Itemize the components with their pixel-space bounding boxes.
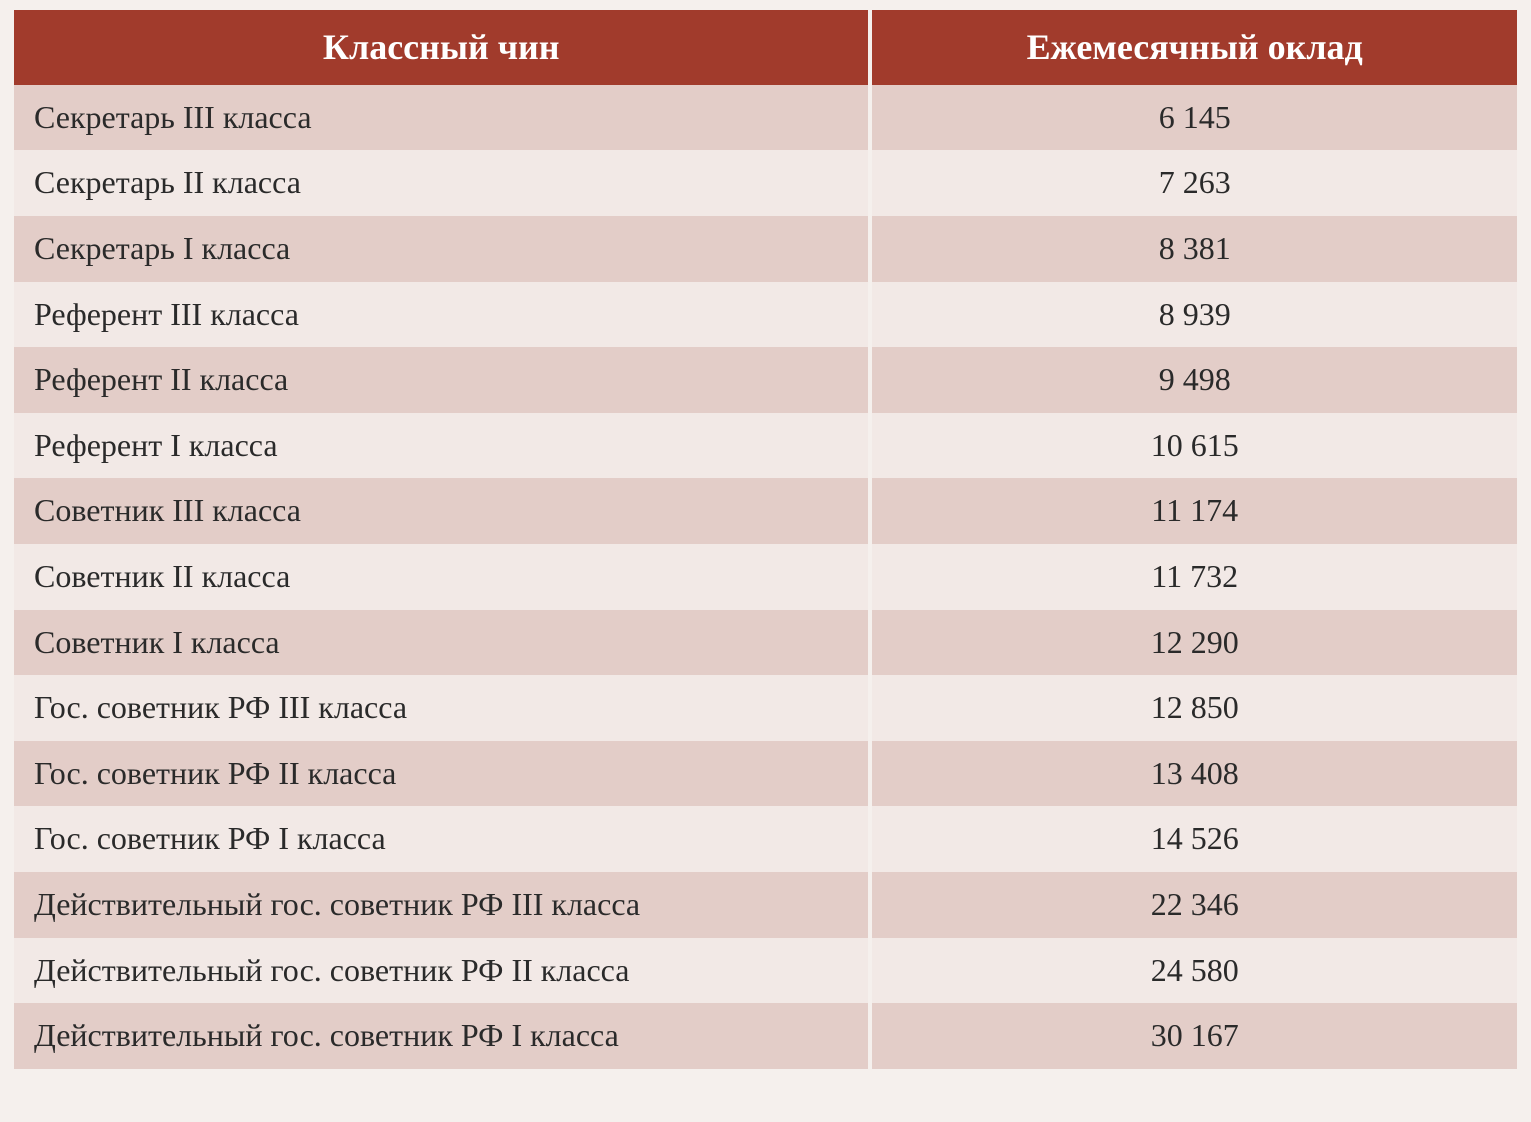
cell-rank: Советник I класса [14, 610, 868, 676]
cell-rank: Секретарь II класса [14, 150, 868, 216]
cell-salary: 30 167 [872, 1003, 1517, 1069]
cell-rank: Советник III класса [14, 478, 868, 544]
cell-salary: 11 732 [872, 544, 1517, 610]
cell-salary: 12 850 [872, 675, 1517, 741]
cell-salary: 10 615 [872, 413, 1517, 479]
column-header-salary: Ежемесячный оклад [872, 10, 1517, 85]
column-header-rank: Классный чин [14, 10, 868, 85]
table-row: Действительный гос. советник РФ III клас… [14, 872, 1517, 938]
cell-rank: Действительный гос. советник РФ II класс… [14, 938, 868, 1004]
cell-rank: Секретарь III класса [14, 85, 868, 151]
cell-rank: Референт I класса [14, 413, 868, 479]
table-row: Референт I класса 10 615 [14, 413, 1517, 479]
table-row: Референт III класса 8 939 [14, 282, 1517, 348]
cell-salary: 7 263 [872, 150, 1517, 216]
cell-rank: Референт II класса [14, 347, 868, 413]
cell-salary: 8 939 [872, 282, 1517, 348]
cell-salary: 12 290 [872, 610, 1517, 676]
table-row: Советник I класса 12 290 [14, 610, 1517, 676]
table-row: Советник II класса 11 732 [14, 544, 1517, 610]
cell-salary: 8 381 [872, 216, 1517, 282]
salary-table: Классный чин Ежемесячный оклад Секретарь… [10, 10, 1521, 1069]
table-row: Секретарь II класса 7 263 [14, 150, 1517, 216]
cell-salary: 11 174 [872, 478, 1517, 544]
table-row: Советник III класса 11 174 [14, 478, 1517, 544]
cell-salary: 9 498 [872, 347, 1517, 413]
cell-rank: Гос. советник РФ I класса [14, 806, 868, 872]
cell-rank: Секретарь I класса [14, 216, 868, 282]
table-row: Секретарь III класса 6 145 [14, 85, 1517, 151]
cell-rank: Действительный гос. советник РФ I класса [14, 1003, 868, 1069]
table-header-row: Классный чин Ежемесячный оклад [14, 10, 1517, 85]
cell-salary: 14 526 [872, 806, 1517, 872]
table-row: Гос. советник РФ III класса 12 850 [14, 675, 1517, 741]
cell-rank: Действительный гос. советник РФ III клас… [14, 872, 868, 938]
cell-rank: Гос. советник РФ II класса [14, 741, 868, 807]
table-row: Гос. советник РФ I класса 14 526 [14, 806, 1517, 872]
cell-salary: 24 580 [872, 938, 1517, 1004]
table-row: Референт II класса 9 498 [14, 347, 1517, 413]
cell-rank: Гос. советник РФ III класса [14, 675, 868, 741]
cell-salary: 6 145 [872, 85, 1517, 151]
table-row: Действительный гос. советник РФ II класс… [14, 938, 1517, 1004]
cell-rank: Референт III класса [14, 282, 868, 348]
table-row: Действительный гос. советник РФ I класса… [14, 1003, 1517, 1069]
cell-salary: 22 346 [872, 872, 1517, 938]
table-row: Гос. советник РФ II класса 13 408 [14, 741, 1517, 807]
table-row: Секретарь I класса 8 381 [14, 216, 1517, 282]
cell-rank: Советник II класса [14, 544, 868, 610]
cell-salary: 13 408 [872, 741, 1517, 807]
